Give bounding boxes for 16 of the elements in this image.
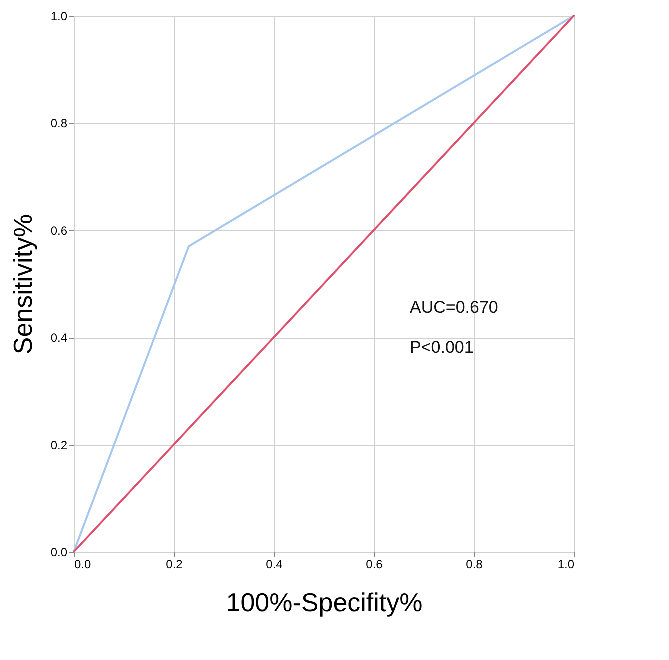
x-tick-label: 0.8 bbox=[466, 558, 484, 572]
y-tick-label: 0.2 bbox=[50, 438, 68, 452]
x-tick-label: 0.2 bbox=[166, 558, 184, 572]
x-tick-label: 0.0 bbox=[74, 558, 92, 572]
x-axis-title: 100%-Specifity% bbox=[226, 588, 423, 618]
annotation: P<0.001 bbox=[410, 338, 474, 357]
x-tick-label: 0.6 bbox=[366, 558, 384, 572]
y-tick-label: 0.4 bbox=[50, 331, 68, 346]
y-tick-label: 0.8 bbox=[50, 116, 68, 131]
y-tick-label: 0.0 bbox=[50, 546, 68, 560]
y-axis-title: Sensitivity% bbox=[8, 214, 38, 355]
annotation: AUC=0.670 bbox=[410, 298, 498, 317]
x-tick-label: 1.0 bbox=[558, 558, 575, 572]
y-tick-label: 0.6 bbox=[50, 224, 68, 238]
x-tick-label: 0.4 bbox=[266, 558, 284, 572]
y-tick-label: 1.0 bbox=[50, 10, 68, 24]
